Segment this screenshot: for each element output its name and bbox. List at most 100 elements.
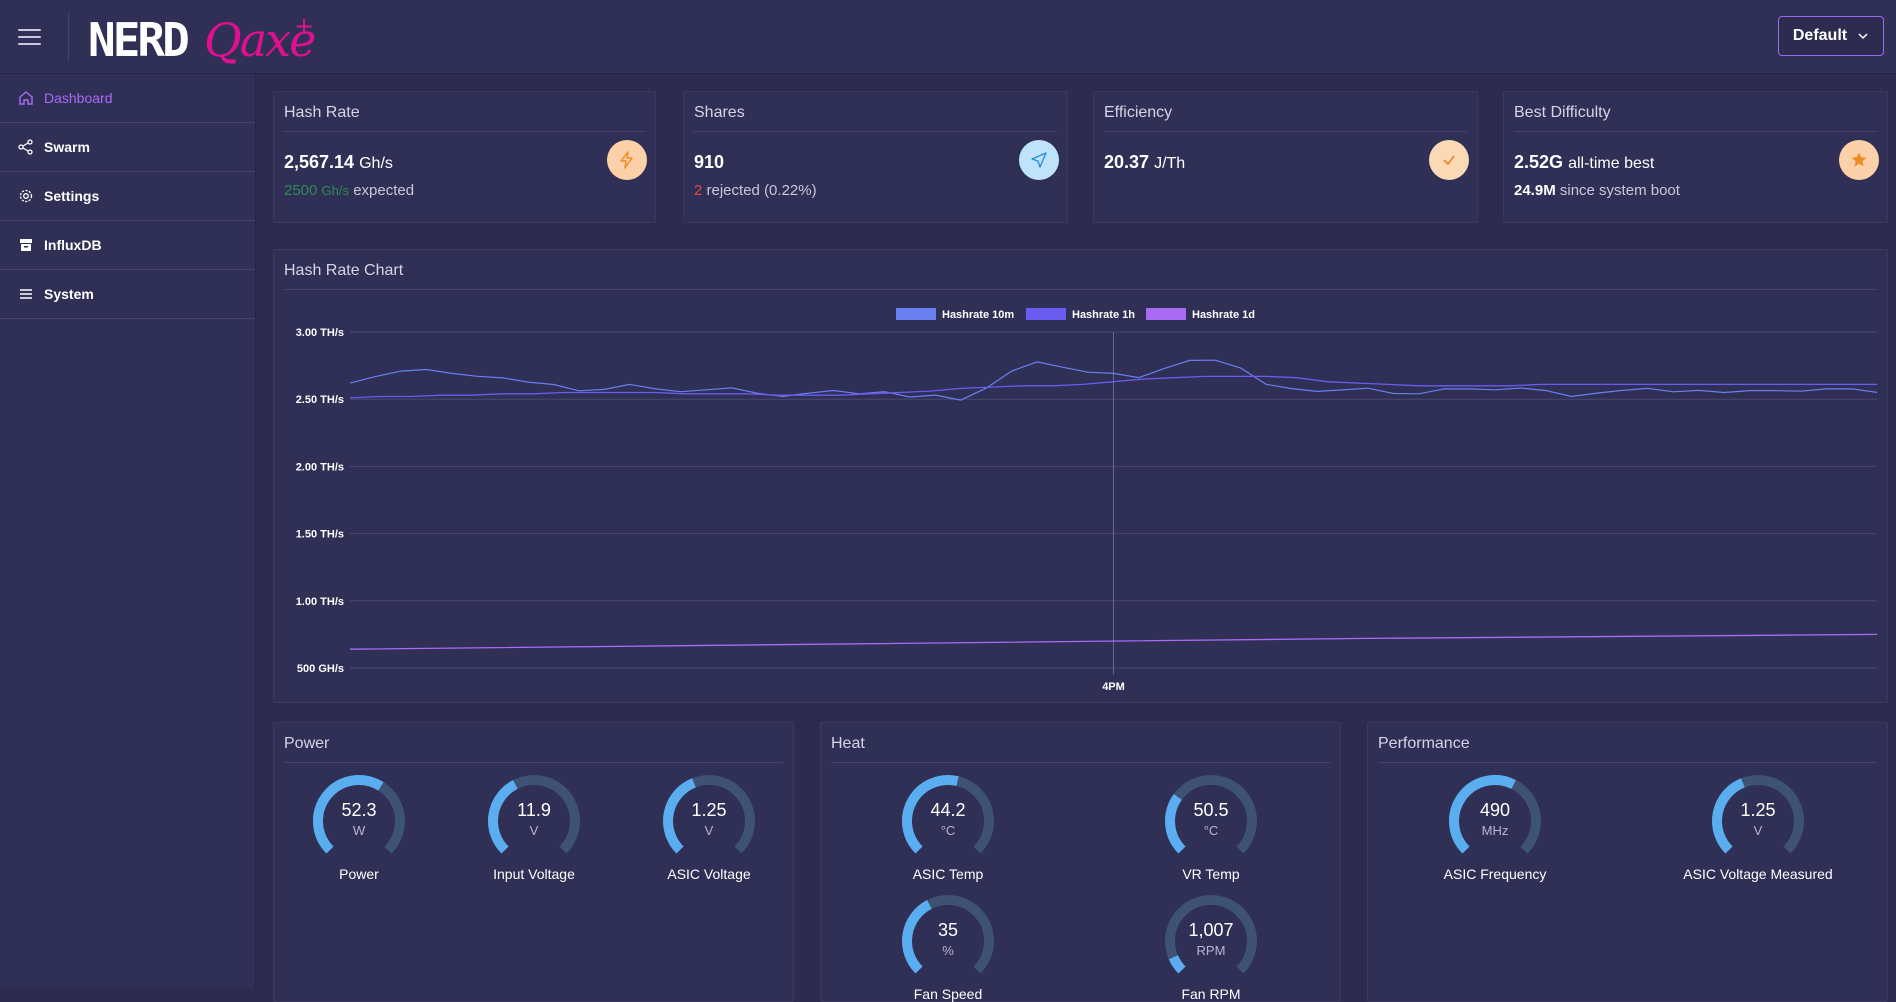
expected-unit: Gh/s	[321, 183, 350, 198]
gauge-value: 11.9	[517, 800, 551, 820]
chevron-down-icon	[1858, 33, 1868, 40]
gauge-fill	[1168, 955, 1186, 974]
gauge-fill	[902, 900, 932, 974]
power-card: Power 52.3 W Power 11.9 V Input Voltage 1.25 V A…	[273, 722, 794, 1002]
card-title: Hash Rate Chart	[284, 262, 1877, 290]
legend-label: Hashrate 1h	[1072, 309, 1135, 321]
hashrate-unit: Gh/s	[359, 155, 393, 172]
sidebar-item-label: Settings	[44, 188, 100, 204]
y-tick-label: 2.50 TH/s	[296, 394, 344, 406]
gauge-unit: V	[529, 823, 539, 838]
series-line-2	[349, 375, 1877, 399]
best-difficulty-card: Best Difficulty 2.52G all-time best 24.9…	[1503, 91, 1888, 223]
gauge: 50.5 °C VR Temp	[1151, 773, 1271, 882]
gauge-arc	[663, 775, 755, 854]
series-line-3	[349, 633, 1878, 650]
gauge-fill	[1165, 793, 1186, 854]
sidebar-item-settings[interactable]: Settings	[0, 172, 255, 221]
check-icon	[1429, 140, 1469, 180]
gauge-fill	[663, 778, 696, 854]
star-icon	[1839, 140, 1879, 180]
gauge-label: ASIC Voltage	[667, 866, 751, 882]
gauge-arc	[1165, 895, 1257, 974]
gauge-fill	[1449, 775, 1516, 854]
gauge-label: Fan Speed	[913, 986, 983, 1002]
difficulty-number: 2.52G	[1514, 152, 1564, 172]
y-tick-label: 1.50 TH/s	[296, 529, 344, 541]
hashrate-number: 2,567.14	[284, 152, 355, 172]
gauge-arc	[313, 775, 405, 854]
gauge: 44.2 °C ASIC Temp	[888, 773, 1008, 882]
gear-icon	[19, 189, 33, 203]
gauge: 1.25 V ASIC Voltage	[649, 773, 769, 882]
gauge-value: 1.25	[1740, 800, 1776, 820]
gauge-unit: W	[352, 823, 366, 838]
gauge-unit: V	[704, 823, 714, 838]
svg-text:+: +	[294, 12, 314, 40]
heat-card: Heat 44.2 °C ASIC Temp 50.5 °C VR Temp 35% Fan …	[820, 722, 1341, 1002]
home-icon	[19, 91, 33, 105]
gauge-unit: RPM	[1196, 943, 1226, 958]
gauge-unit: V	[1753, 823, 1763, 838]
svg-text:Qaxe: Qaxe	[204, 13, 315, 66]
gauge-value: 490	[1479, 800, 1511, 820]
sidebar: Dashboard Swarm Settings InfluxDB System	[0, 74, 256, 987]
gauge-arc	[902, 895, 994, 974]
archive-icon	[20, 239, 32, 251]
send-icon	[1019, 140, 1059, 180]
gauge: 1.25 V ASIC Voltage Measured	[1683, 773, 1833, 882]
hashrate-chart-card: Hash Rate Chart 3.00 TH/s 2.50 TH/s 2.00 T…	[273, 249, 1888, 703]
sidebar-item-system[interactable]: System	[0, 270, 255, 319]
gauge-value: 35	[937, 920, 959, 940]
legend-label: Hashrate 1d	[1192, 309, 1255, 321]
rejected-percent: (0.22%)	[764, 182, 817, 199]
hashrate-chart[interactable]: 3.00 TH/s 2.50 TH/s 2.00 TH/s 1.50 TH/s 1.00…	[274, 250, 1889, 704]
efficiency-card: Efficiency 20.37 J/Th	[1093, 91, 1478, 223]
hashrate-value: 2,567.14 Gh/s	[284, 152, 393, 173]
list-icon	[20, 289, 32, 299]
shares-rejected: 2 rejected (0.22%)	[694, 182, 817, 199]
card-title: Best Difficulty	[1514, 104, 1877, 132]
y-tick-label: 3.00 TH/s	[296, 327, 344, 339]
efficiency-unit: J/Th	[1154, 155, 1186, 172]
card-title: Performance	[1378, 735, 1877, 763]
y-tick-label: 2.00 TH/s	[296, 461, 344, 473]
hamburger-menu-icon[interactable]	[18, 24, 50, 50]
expected-label: expected	[353, 182, 415, 199]
profile-select[interactable]: Default	[1778, 16, 1884, 56]
y-tick-label: 500 GH/s	[297, 663, 344, 675]
expected-value: 2500	[284, 182, 318, 199]
gauge-unit: %	[942, 943, 954, 958]
gauge-fill	[488, 780, 518, 854]
rejected-count: 2	[694, 182, 703, 199]
gauge: 35% Fan Speed	[888, 893, 1008, 1002]
gauge-label: ASIC Frequency	[1443, 866, 1547, 882]
gauge-arc	[488, 775, 580, 854]
efficiency-value: 20.37 J/Th	[1104, 152, 1185, 173]
sidebar-item-label: Dashboard	[44, 90, 113, 106]
series-line-1	[349, 359, 1878, 401]
gauge-unit: °C	[940, 823, 956, 838]
card-title: Shares	[694, 104, 1057, 132]
gauge-track	[1165, 895, 1257, 974]
boot-label: since system boot	[1559, 182, 1680, 199]
sidebar-item-swarm[interactable]: Swarm	[0, 123, 255, 172]
sidebar-item-dashboard[interactable]: Dashboard	[0, 74, 255, 123]
gauge-fill	[1712, 778, 1745, 854]
nerdqaxe-logo[interactable]: NERD Qaxe +	[86, 8, 316, 66]
legend-swatch	[1146, 308, 1186, 320]
sidebar-item-influxdb[interactable]: InfluxDB	[0, 221, 255, 270]
gauge: 490 MHz ASIC Frequency	[1435, 773, 1555, 882]
y-tick-label: 1.00 TH/s	[296, 596, 344, 608]
gauge-value: 52.3	[341, 800, 377, 820]
gauge-label: Power	[339, 866, 379, 882]
boot-value: 24.9M	[1514, 182, 1556, 199]
gauge-label: ASIC Temp	[912, 866, 984, 882]
top-bar: NERD Qaxe + Default	[0, 0, 1896, 74]
x-tick-label: 4PM	[1102, 681, 1125, 693]
hashrate-expected: 2500 Gh/s expected	[284, 182, 414, 199]
gauge-label: Fan RPM	[1181, 986, 1241, 1002]
efficiency-number: 20.37	[1104, 152, 1150, 172]
performance-card: Performance 490 MHz ASIC Frequency 1.25 V ASI…	[1367, 722, 1888, 1002]
gauge-arc	[1712, 775, 1804, 854]
